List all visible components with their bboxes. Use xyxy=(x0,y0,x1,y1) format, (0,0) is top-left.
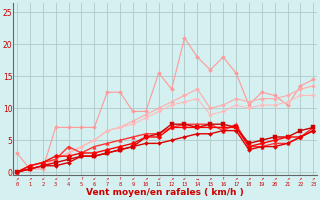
X-axis label: Vent moyen/en rafales ( km/h ): Vent moyen/en rafales ( km/h ) xyxy=(86,188,244,197)
